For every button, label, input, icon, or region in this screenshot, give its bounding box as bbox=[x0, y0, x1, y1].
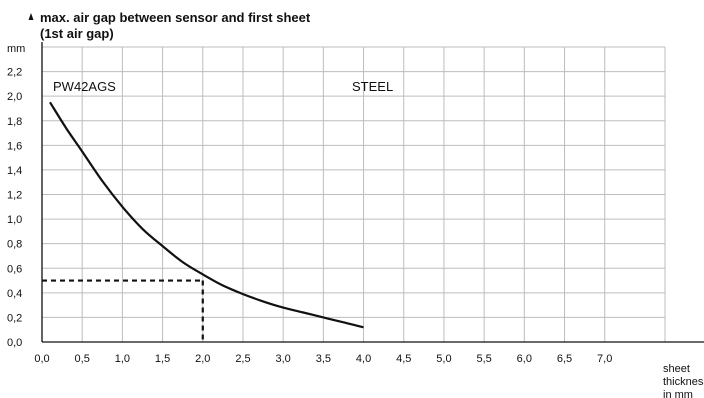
x-tick-label: 0,0 bbox=[34, 353, 49, 365]
material-annotation: STEEL bbox=[352, 79, 393, 94]
y-tick-label: 1,6 bbox=[7, 140, 22, 152]
y-tick-label: 0,6 bbox=[7, 263, 22, 275]
x-tick-label: 5,5 bbox=[476, 353, 491, 365]
x-axis-label-line-2: thickness bbox=[663, 376, 704, 388]
y-tick-label: 1,0 bbox=[7, 214, 22, 226]
x-tick-label: 3,0 bbox=[276, 353, 291, 365]
x-axis-label-line-3: in mm bbox=[663, 389, 693, 398]
x-tick-label: 2,0 bbox=[195, 353, 210, 365]
y-tick-label: 0,8 bbox=[7, 239, 22, 251]
y-tick-label: 1,2 bbox=[7, 190, 22, 202]
x-tick-label: 0,5 bbox=[75, 353, 90, 365]
x-tick-label: 2,5 bbox=[235, 353, 250, 365]
x-tick-label: 4,0 bbox=[356, 353, 371, 365]
chart-title-line-2: (1st air gap) bbox=[40, 26, 114, 41]
y-tick-label: 0,2 bbox=[7, 312, 22, 324]
x-tick-label: 6,0 bbox=[517, 353, 532, 365]
chart-title-line-1: max. air gap between sensor and first sh… bbox=[40, 10, 311, 25]
y-tick-label: 0,4 bbox=[7, 288, 22, 300]
series-line bbox=[50, 102, 364, 327]
y-tick-label: 1,4 bbox=[7, 165, 22, 177]
x-axis-label-line-1: sheet bbox=[663, 363, 690, 375]
y-tick-label: 2,0 bbox=[7, 91, 22, 103]
x-tick-label: 5,0 bbox=[436, 353, 451, 365]
y-axis-arrow-icon bbox=[29, 13, 34, 20]
x-tick-label: 4,5 bbox=[396, 353, 411, 365]
x-tick-label: 1,5 bbox=[155, 353, 170, 365]
tick-labels: 0,0 0,5 1,0 1,5 2,0 2,5 3,0 3,5 4,0 4,5 5,0 5,5 6,0 6… bbox=[7, 67, 612, 365]
y-tick-label: 2,2 bbox=[7, 67, 22, 79]
series-layer bbox=[50, 102, 364, 327]
y-axis-unit-label: mm bbox=[7, 43, 25, 55]
y-tick-label: 1,8 bbox=[7, 116, 22, 128]
sensor-model-annotation: PW42AGS bbox=[53, 79, 116, 94]
y-tick-label: 0,0 bbox=[7, 337, 22, 349]
x-tick-label: 1,0 bbox=[115, 353, 130, 365]
x-tick-label: 3,5 bbox=[316, 353, 331, 365]
x-tick-label: 7,0 bbox=[597, 353, 612, 365]
x-tick-label: 6,5 bbox=[557, 353, 572, 365]
